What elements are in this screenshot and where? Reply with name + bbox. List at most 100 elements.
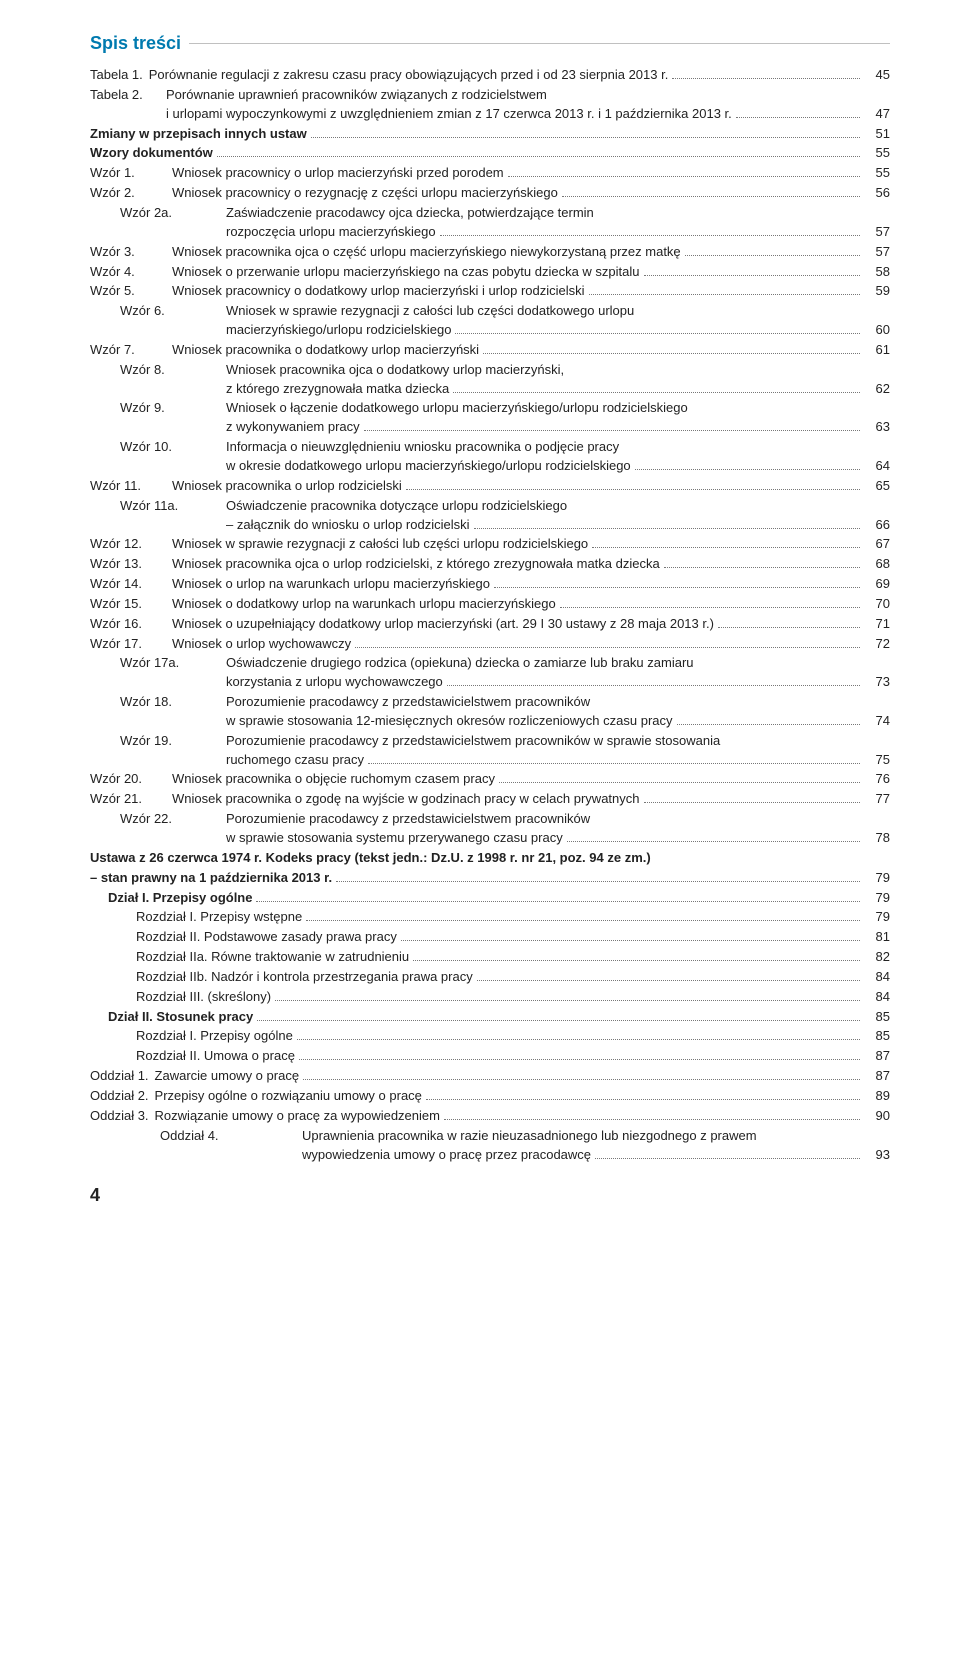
toc-row: Wzór 7.Wniosek pracownika o dodatkowy ur… — [90, 341, 890, 360]
toc-label: Wzór 22. — [90, 810, 226, 829]
toc-label: Wzór 5. — [90, 282, 172, 301]
toc-page-number: 57 — [864, 243, 890, 262]
toc-text: Rozdział I. Przepisy ogólne — [136, 1027, 293, 1046]
toc-label: Wzór 7. — [90, 341, 172, 360]
dots — [217, 156, 860, 157]
dots — [311, 137, 860, 138]
toc-text: Porównanie regulacji z zakresu czasu pra… — [149, 66, 669, 85]
dots — [299, 1059, 860, 1060]
dots — [440, 235, 860, 236]
dots — [677, 724, 860, 725]
dots — [644, 802, 861, 803]
toc-row: Wzór 4.Wniosek o przerwanie urlopu macie… — [90, 263, 890, 282]
toc-bodyline: – załącznik do wniosku o urlop rodziciel… — [226, 516, 890, 535]
toc-page-number: 79 — [864, 869, 890, 888]
toc-page-number: 84 — [864, 988, 890, 1007]
toc-text: Zaświadczenie pracodawcy ojca dziecka, p… — [226, 204, 594, 223]
toc-label: Tabela 2. — [90, 86, 166, 105]
toc-page-number: 74 — [864, 712, 890, 731]
toc-body: Wniosek pracownika ojca o dodatkowy urlo… — [226, 361, 890, 399]
dots — [635, 469, 860, 470]
toc-page-number: 79 — [864, 889, 890, 908]
toc-text: Wniosek pracownika ojca o część urlopu m… — [172, 243, 681, 262]
page-title: Spis treści — [90, 30, 181, 56]
toc-page-number: 64 — [864, 457, 890, 476]
toc-page-number: 75 — [864, 751, 890, 770]
toc-page-number: 55 — [864, 144, 890, 163]
toc-page-number: 56 — [864, 184, 890, 203]
toc-page-number: 79 — [864, 908, 890, 927]
dots — [664, 567, 860, 568]
toc-page-number: 93 — [864, 1146, 890, 1165]
ustawa-heading-line2: – stan prawny na 1 października 2013 r. … — [90, 869, 890, 888]
dots — [455, 333, 860, 334]
toc-page-number: 82 — [864, 948, 890, 967]
toc-bodyline: Wniosek o łączenie dodatkowego urlopu ma… — [226, 399, 890, 418]
toc-row: Rozdział IIb. Nadzór i kontrola przestrz… — [90, 968, 890, 987]
toc-label: Wzór 1. — [90, 164, 172, 183]
toc-text: Informacja o nieuwzględnieniu wniosku pr… — [226, 438, 619, 457]
toc-page-number: 68 — [864, 555, 890, 574]
toc-label: Wzór 3. — [90, 243, 172, 262]
toc-bodyline: Wniosek w sprawie rezygnacji z całości l… — [226, 302, 890, 321]
toc-page-number: 87 — [864, 1067, 890, 1086]
toc-page-number: 60 — [864, 321, 890, 340]
toc-page-number: 66 — [864, 516, 890, 535]
toc-row: Wzór 3.Wniosek pracownika ojca o część u… — [90, 243, 890, 262]
toc-page-number: 65 — [864, 477, 890, 496]
toc-text: w okresie dodatkowego urlopu macierzyńsk… — [226, 457, 631, 476]
dots — [567, 841, 860, 842]
toc-text: i urlopami wypoczynkowymi z uwzględnieni… — [166, 105, 732, 124]
toc-text: Wniosek pracownicy o rezygnację z części… — [172, 184, 558, 203]
toc-page-number: 77 — [864, 790, 890, 809]
toc-text: Porozumienie pracodawcy z przedstawiciel… — [226, 732, 720, 751]
toc-row-multiline: Wzór 10.Informacja o nieuwzględnieniu wn… — [90, 438, 890, 476]
toc-row-multiline: Wzór 11a.Oświadczenie pracownika dotyczą… — [90, 497, 890, 535]
toc-row: Wzór 16.Wniosek o uzupełniający dodatkow… — [90, 615, 890, 634]
toc-bodyline: w sprawie stosowania 12-miesięcznych okr… — [226, 712, 890, 731]
toc-text: Wniosek o łączenie dodatkowego urlopu ma… — [226, 399, 688, 418]
toc-row: Rozdział III. (skreślony)84 — [90, 988, 890, 1007]
toc-bodyline: rozpoczęcia urlopu macierzyńskiego57 — [226, 223, 890, 242]
toc-text: Oświadczenie pracownika dotyczące urlopu… — [226, 497, 567, 516]
toc-label: Tabela 1. — [90, 66, 149, 85]
toc-text: Wniosek pracownika o urlop rodzicielski — [172, 477, 402, 496]
toc-row: Wzór 1.Wniosek pracownicy o urlop macier… — [90, 164, 890, 183]
dots — [275, 1000, 860, 1001]
dots — [413, 960, 860, 961]
dots — [474, 528, 860, 529]
dots — [406, 489, 860, 490]
toc-text: wypowiedzenia umowy o pracę przez pracod… — [302, 1146, 591, 1165]
toc-label: Wzór 11. — [90, 477, 172, 496]
toc-text: Porównanie uprawnień pracowników związan… — [166, 86, 547, 105]
ustawa-line2: – stan prawny na 1 października 2013 r. — [90, 869, 332, 888]
toc-page-number: 70 — [864, 595, 890, 614]
toc-page-number: 72 — [864, 635, 890, 654]
toc-body: Porozumienie pracodawcy z przedstawiciel… — [226, 693, 890, 731]
toc-page-number: 59 — [864, 282, 890, 301]
toc-label: Wzór 4. — [90, 263, 172, 282]
toc-bodyline: ruchomego czasu pracy75 — [226, 751, 890, 770]
header-rule — [189, 43, 890, 44]
toc-label: Wzór 6. — [90, 302, 226, 321]
toc-text: Wniosek o uzupełniający dodatkowy urlop … — [172, 615, 714, 634]
toc-row-multiline: Wzór 6.Wniosek w sprawie rezygnacji z ca… — [90, 302, 890, 340]
toc-body: Uprawnienia pracownika w razie nieuzasad… — [302, 1127, 890, 1165]
toc-label: Wzór 17a. — [90, 654, 226, 673]
dots — [426, 1099, 860, 1100]
toc-page-number: 67 — [864, 535, 890, 554]
toc-body: Porozumienie pracodawcy z przedstawiciel… — [226, 810, 890, 848]
toc-page-number: 62 — [864, 380, 890, 399]
toc-row: Oddział 1.Zawarcie umowy o pracę87 — [90, 1067, 890, 1086]
footer-page-number: 4 — [90, 1182, 890, 1208]
toc-text: Dział I. Przepisy ogólne — [108, 889, 252, 908]
dots — [355, 647, 860, 648]
toc-text: w sprawie stosowania systemu przerywaneg… — [226, 829, 563, 848]
toc-page-number: 45 — [864, 66, 890, 85]
toc-row-multiline: Wzór 2a.Zaświadczenie pracodawcy ojca dz… — [90, 204, 890, 242]
toc-page-number: 55 — [864, 164, 890, 183]
toc-page-number: 81 — [864, 928, 890, 947]
dots — [595, 1158, 860, 1159]
toc-text: Wniosek pracownika o objęcie ruchomym cz… — [172, 770, 495, 789]
toc-text: Wniosek o przerwanie urlopu macierzyński… — [172, 263, 640, 282]
